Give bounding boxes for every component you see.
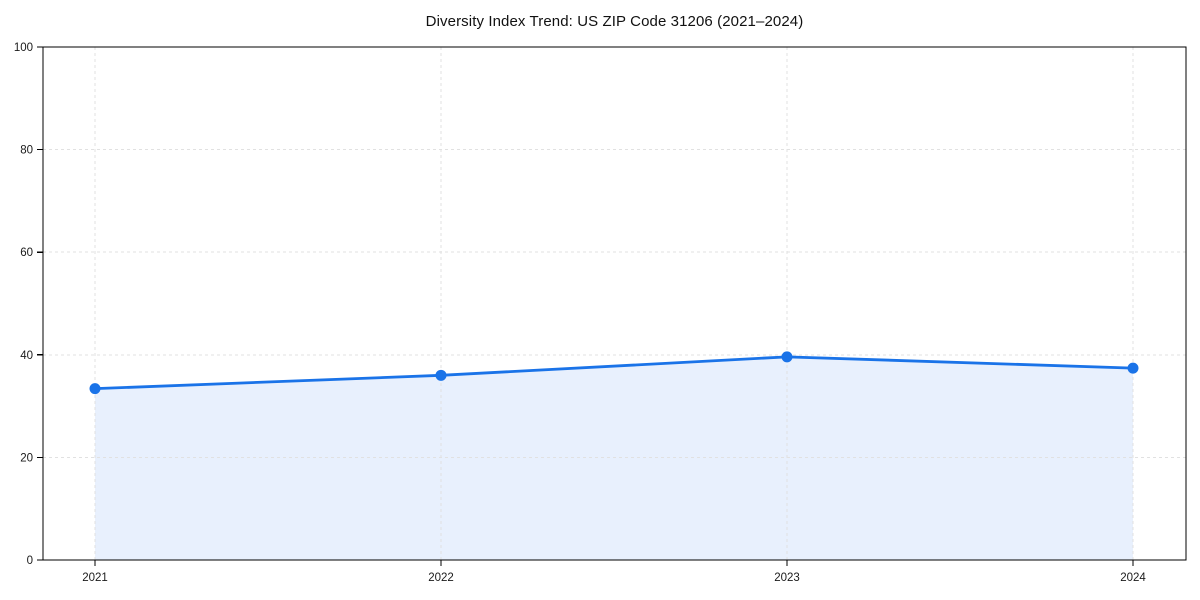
y-tick-label: 40 xyxy=(20,350,33,362)
axis-ticks xyxy=(37,46,1134,566)
y-tick-label: 100 xyxy=(14,42,33,54)
axis-tick-labels: 0 20 40 60 80 100 2021 2022 2023 2024 xyxy=(14,42,1147,584)
plot-spines xyxy=(42,46,1187,561)
data-point-marker xyxy=(435,369,447,381)
gridlines xyxy=(43,47,1186,560)
x-tick-label: 2022 xyxy=(428,572,454,584)
y-tick-label: 60 xyxy=(20,247,33,259)
x-tick-label: 2021 xyxy=(82,572,108,584)
series-markers xyxy=(89,351,1139,395)
x-tick-label: 2023 xyxy=(774,572,800,584)
y-tick-label: 0 xyxy=(27,555,33,567)
data-point-marker xyxy=(89,383,101,395)
data-point-marker xyxy=(1127,362,1139,374)
chart-title: Diversity Index Trend: US ZIP Code 31206… xyxy=(425,13,804,30)
y-tick-label: 80 xyxy=(20,145,33,157)
data-point-marker xyxy=(781,351,793,363)
series-area-fill xyxy=(95,356,1133,560)
series-line xyxy=(93,355,1135,391)
x-tick-label: 2024 xyxy=(1120,572,1146,584)
y-tick-label: 20 xyxy=(20,452,33,464)
